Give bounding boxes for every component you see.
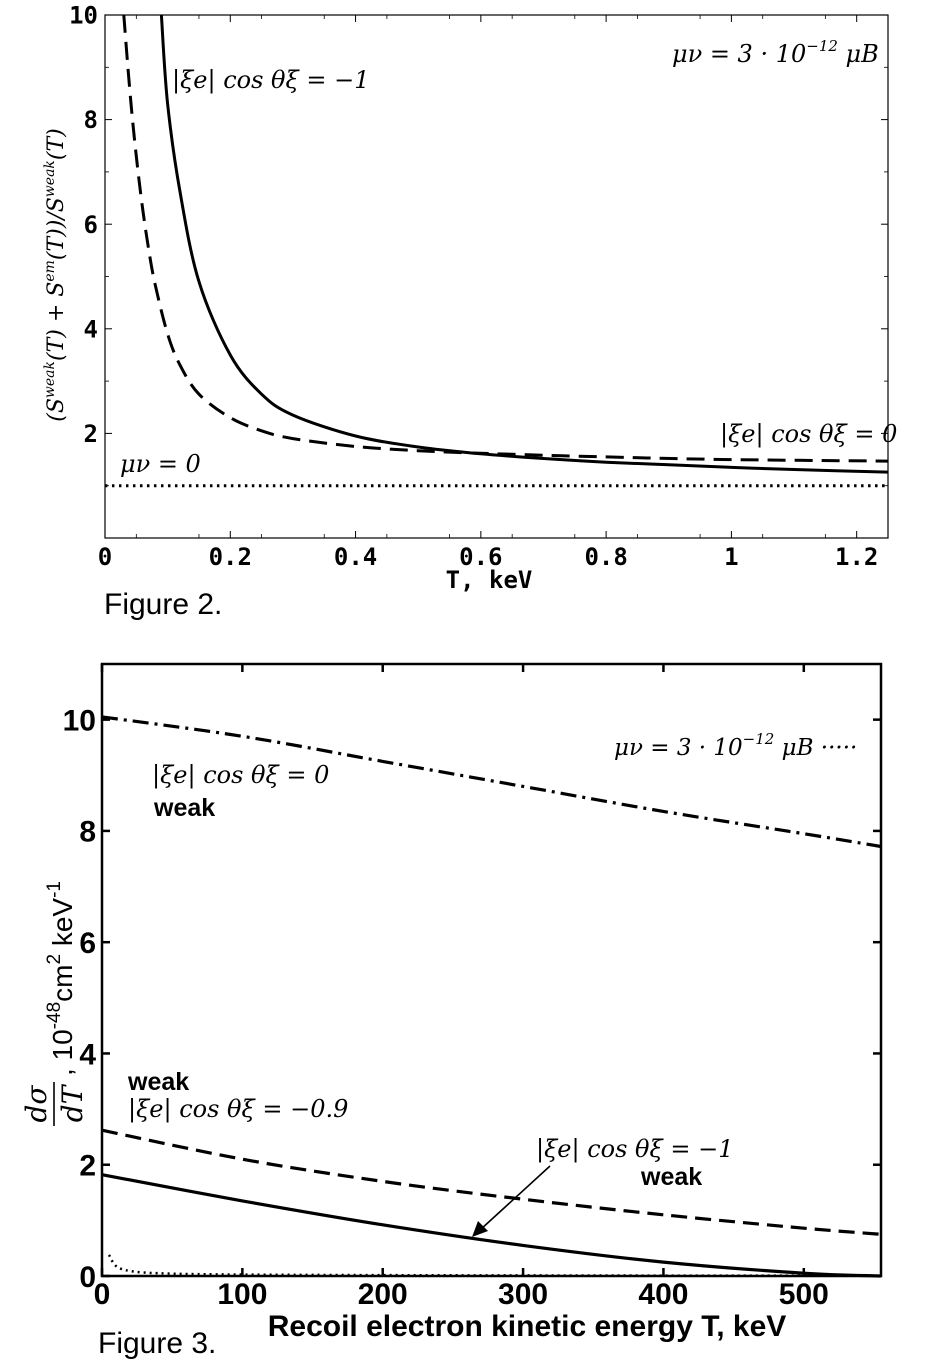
fig2-dotted-line-label: μν = 0 (120, 450, 201, 478)
fig3-x-axis-label: Recoil electron kinetic energy T, keV (268, 1310, 787, 1343)
fig2-series (105, 14, 889, 488)
x-tick-label: 500 (779, 1278, 829, 1311)
fig3-ylabel-part: cm (47, 965, 78, 1002)
series-line-dashed (122, 14, 889, 463)
fig3-dashed-weak-label: weak (127, 1068, 189, 1096)
fig2-x-tick-labels: 0 0.2 0.4 0.6 0.8 1 1.2 (98, 543, 879, 571)
figure-3: 0 100 200 300 400 500 0 2 4 6 8 10 Recoil electron… (20, 662, 883, 1360)
fig3-ylabel-sup: -48 (44, 1002, 65, 1029)
fig2-ylabel-part: (T))/S (44, 197, 69, 260)
x-tick-label: 0.8 (584, 543, 627, 571)
series-line-dashed (101, 1128, 882, 1236)
y-tick-label: 6 (79, 927, 96, 960)
fig3-solid-weak-label: weak (640, 1163, 702, 1191)
fig3-x-tick-labels: 0 100 200 300 400 500 (94, 1278, 829, 1311)
y-tick-label: 8 (79, 816, 96, 849)
fig3-arrow-shaft (479, 1165, 551, 1231)
x-tick-label: 400 (638, 1278, 688, 1311)
y-tick-label: 10 (69, 2, 98, 30)
y-tick-label: 8 (84, 106, 98, 134)
fig2-mu-annotation: μν = 3 · 10−12 μB (672, 37, 879, 68)
fig2-mu-exponent: −12 (806, 37, 838, 55)
fig2-mu-suffix: μB (838, 40, 879, 68)
y-tick-label: 4 (79, 1038, 96, 1071)
fig3-ylabel-units: , 10-48cm2 keV-1 (44, 881, 78, 1076)
fig3-y-tick-labels: 0 2 4 6 8 10 (63, 704, 97, 1293)
x-tick-label: 1 (724, 543, 738, 571)
y-tick-label: 6 (84, 211, 98, 239)
x-tick-label: 0.4 (334, 543, 377, 571)
fig2-ylabel-part: (T) (44, 128, 69, 160)
fig2-x-axis-label: T, keV (446, 566, 533, 594)
fig3-ylabel-sup: -1 (44, 881, 65, 898)
fig3-plot-frame (100, 662, 883, 1278)
y-tick-label: 10 (63, 704, 96, 737)
y-tick-label: 4 (84, 315, 98, 343)
x-tick-label: 100 (217, 1278, 267, 1311)
x-tick-label: 0 (94, 1278, 111, 1311)
fig2-axis-ticks (104, 14, 888, 538)
series-line-dotted (107, 1254, 882, 1277)
fig2-ylabel-sup: em (42, 260, 58, 282)
fig2-caption: Figure 2. (104, 588, 222, 621)
fig3-y-axis-label: dσ dT , 10-48cm2 keV-1 (20, 881, 89, 1126)
fig2-ylabel-sup: weak (42, 361, 58, 398)
x-tick-label: 0.6 (459, 543, 502, 571)
fig3-dashed-curve-label: |ξe| cos θξ = −0.9 (128, 1095, 348, 1124)
x-tick-label: 200 (358, 1278, 408, 1311)
series-line-solid (101, 1173, 882, 1278)
fig3-mu-suffix: μB ····· (774, 735, 857, 761)
fig2-y-axis-label: (Sweak(T) + Sem(T))/Sweak(T) (42, 128, 69, 422)
fig3-dashdot-curve-label: |ξe| cos θξ = 0 (152, 761, 329, 790)
fig3-mu-exponent: −12 (743, 730, 775, 748)
fig3-caption: Figure 3. (98, 1327, 216, 1360)
y-tick-label: 0 (79, 1261, 96, 1294)
fig3-axis-ticks (100, 664, 881, 1278)
fig3-mu-text: μν = 3 · 10 (614, 735, 743, 761)
series-line-solid (159, 14, 889, 474)
fig3-arrow (472, 1165, 551, 1237)
fig2-ylabel-part: (T) + S (44, 282, 69, 361)
series-line-dashdot (101, 715, 882, 849)
fig2-y-tick-labels: 2 4 6 8 10 (69, 2, 98, 448)
fig2-solid-curve-label: |ξe| cos θξ = −1 (172, 66, 369, 95)
y-tick-label: 2 (84, 420, 98, 448)
x-tick-label: 0.2 (209, 543, 252, 571)
fig3-ylabel-fraction-num: dσ (20, 1085, 53, 1123)
fig3-ylabel-part: keV (47, 898, 78, 954)
y-tick-label: 2 (79, 1150, 96, 1183)
fig3-ylabel-fraction-den: dT (56, 1083, 89, 1122)
fig3-ylabel-part: , 10 (47, 1029, 78, 1076)
fig3-mu-annotation: μν = 3 · 10−12 μB ····· (614, 730, 857, 761)
x-tick-label: 300 (498, 1278, 548, 1311)
fig3-dashdot-weak-label: weak (153, 794, 215, 822)
fig3-solid-curve-label: |ξe| cos θξ = −1 (536, 1135, 733, 1164)
x-tick-label: 0 (98, 543, 112, 571)
fig2-ylabel-part: (S (44, 398, 69, 422)
fig3-arrow-head (472, 1221, 488, 1237)
fig3-series (101, 715, 882, 1278)
fig2-dashed-curve-label: |ξe| cos θξ = 0 (720, 420, 897, 449)
fig2-ylabel-sup: weak (42, 160, 58, 197)
fig2-mu-text: μν = 3 · 10 (672, 40, 806, 68)
fig3-ylabel-sup: 2 (44, 954, 65, 965)
x-tick-label: 1.2 (835, 543, 878, 571)
